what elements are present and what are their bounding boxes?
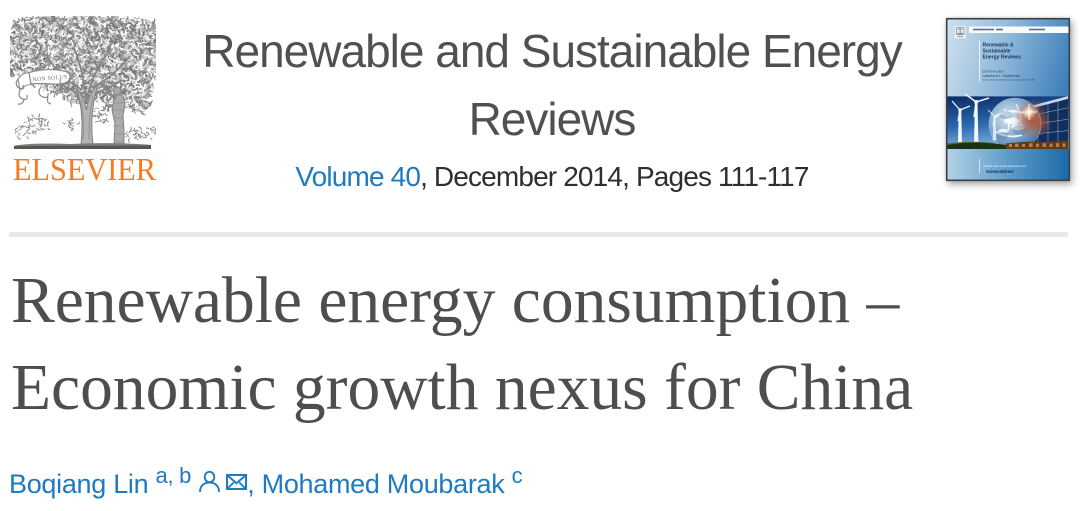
svg-text:NON SOLUS: NON SOLUS [32, 74, 68, 83]
svg-text:ScienceDirect: ScienceDirect [986, 169, 1014, 174]
svg-text:Available online at www.scienc: Available online at www.sciencedirect.co… [983, 165, 1026, 168]
svg-text:Sustainable: Sustainable [983, 49, 1011, 55]
svg-text:Energy Reviews: Energy Reviews [983, 55, 1022, 61]
svg-text:EDITOR-IN-CHIEF: EDITOR-IN-CHIEF [983, 71, 1005, 74]
svg-text:Renewable &: Renewable & [983, 43, 1015, 49]
svg-text:ELSEVIER: ELSEVIER [13, 152, 156, 182]
svg-text:National Renewable Energy Labo: National Renewable Energy Laboratory, Go… [983, 78, 1036, 81]
svg-text:Lawrence L. Kazmerski: Lawrence L. Kazmerski [983, 74, 1021, 78]
